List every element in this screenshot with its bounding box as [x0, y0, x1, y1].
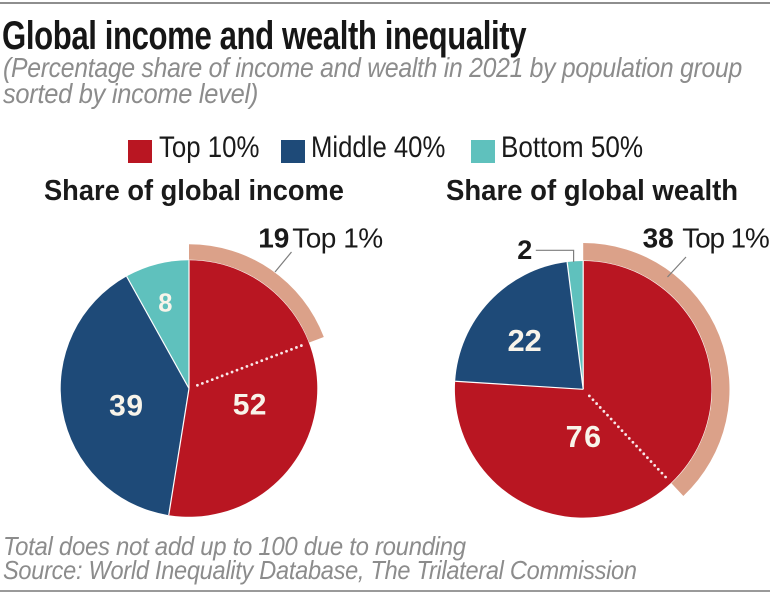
- svg-text:8: 8: [158, 290, 172, 318]
- svg-text:22: 22: [508, 323, 542, 358]
- svg-text:38: 38: [643, 222, 674, 253]
- svg-text:52: 52: [233, 388, 267, 421]
- svg-text:19: 19: [258, 223, 289, 254]
- svg-text:2: 2: [517, 235, 532, 265]
- svg-text:39: 39: [109, 389, 143, 422]
- svg-text:Top 1%: Top 1%: [682, 222, 770, 253]
- svg-text:76: 76: [566, 420, 602, 454]
- svg-text:Top 1%: Top 1%: [292, 223, 383, 254]
